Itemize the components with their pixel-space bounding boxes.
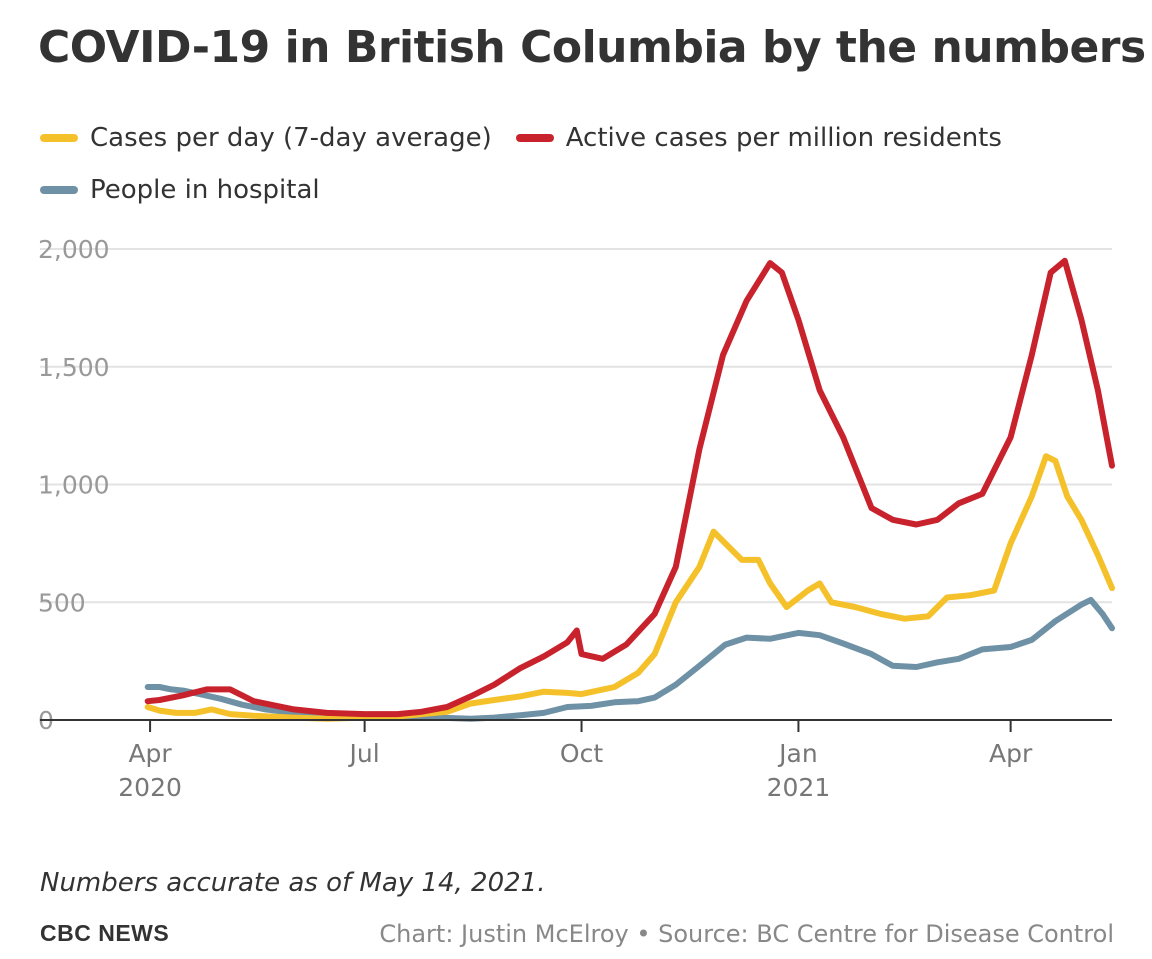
x-tick-label: Jul bbox=[348, 739, 380, 768]
grid-lines bbox=[40, 248, 1112, 604]
legend-item-active: Active cases per million residents bbox=[515, 112, 1002, 164]
footnote: Numbers accurate as of May 14, 2021. bbox=[40, 868, 546, 898]
legend: Cases per day (7-day average) Active cas… bbox=[40, 112, 1120, 216]
series-line-people-in-hospital bbox=[144, 596, 1115, 722]
y-tick-label: 1,000 bbox=[38, 471, 110, 500]
x-tick-label: Oct bbox=[560, 739, 603, 768]
chart-title: COVID-19 in British Columbia by the numb… bbox=[38, 22, 1146, 73]
legend-label-hospital: People in hospital bbox=[90, 175, 320, 205]
legend-item-cases: Cases per day (7-day average) bbox=[40, 112, 492, 164]
legend-label-active: Active cases per million residents bbox=[565, 123, 1002, 153]
legend-label-cases: Cases per day (7-day average) bbox=[90, 123, 492, 153]
x-tick-sublabel: 2021 bbox=[767, 773, 831, 802]
x-tick-label: Jan bbox=[777, 739, 818, 768]
legend-swatch-active bbox=[515, 134, 554, 142]
series-line-active-cases-per-million-residents bbox=[144, 257, 1115, 718]
series-line-cases-per-day-7-day-average bbox=[144, 453, 1115, 722]
series-lines bbox=[144, 257, 1115, 722]
y-tick-label: 500 bbox=[38, 588, 86, 617]
brand-logo: CBC NEWS bbox=[40, 920, 170, 946]
x-tick-sublabel: 2020 bbox=[118, 773, 182, 802]
legend-swatch-hospital bbox=[40, 186, 78, 194]
legend-item-hospital: People in hospital bbox=[40, 164, 320, 216]
y-tick-label: 2,000 bbox=[38, 235, 110, 264]
legend-swatch-cases bbox=[40, 134, 78, 142]
credit-line: Chart: Justin McElroy • Source: BC Centr… bbox=[379, 920, 1114, 948]
y-tick-label: 1,500 bbox=[38, 353, 110, 382]
x-tick-label: Apr bbox=[128, 739, 172, 768]
x-tick-label: Apr bbox=[989, 739, 1033, 768]
x-axis: Apr 2020 Jul Oct Jan 2021 Apr bbox=[118, 720, 1033, 802]
